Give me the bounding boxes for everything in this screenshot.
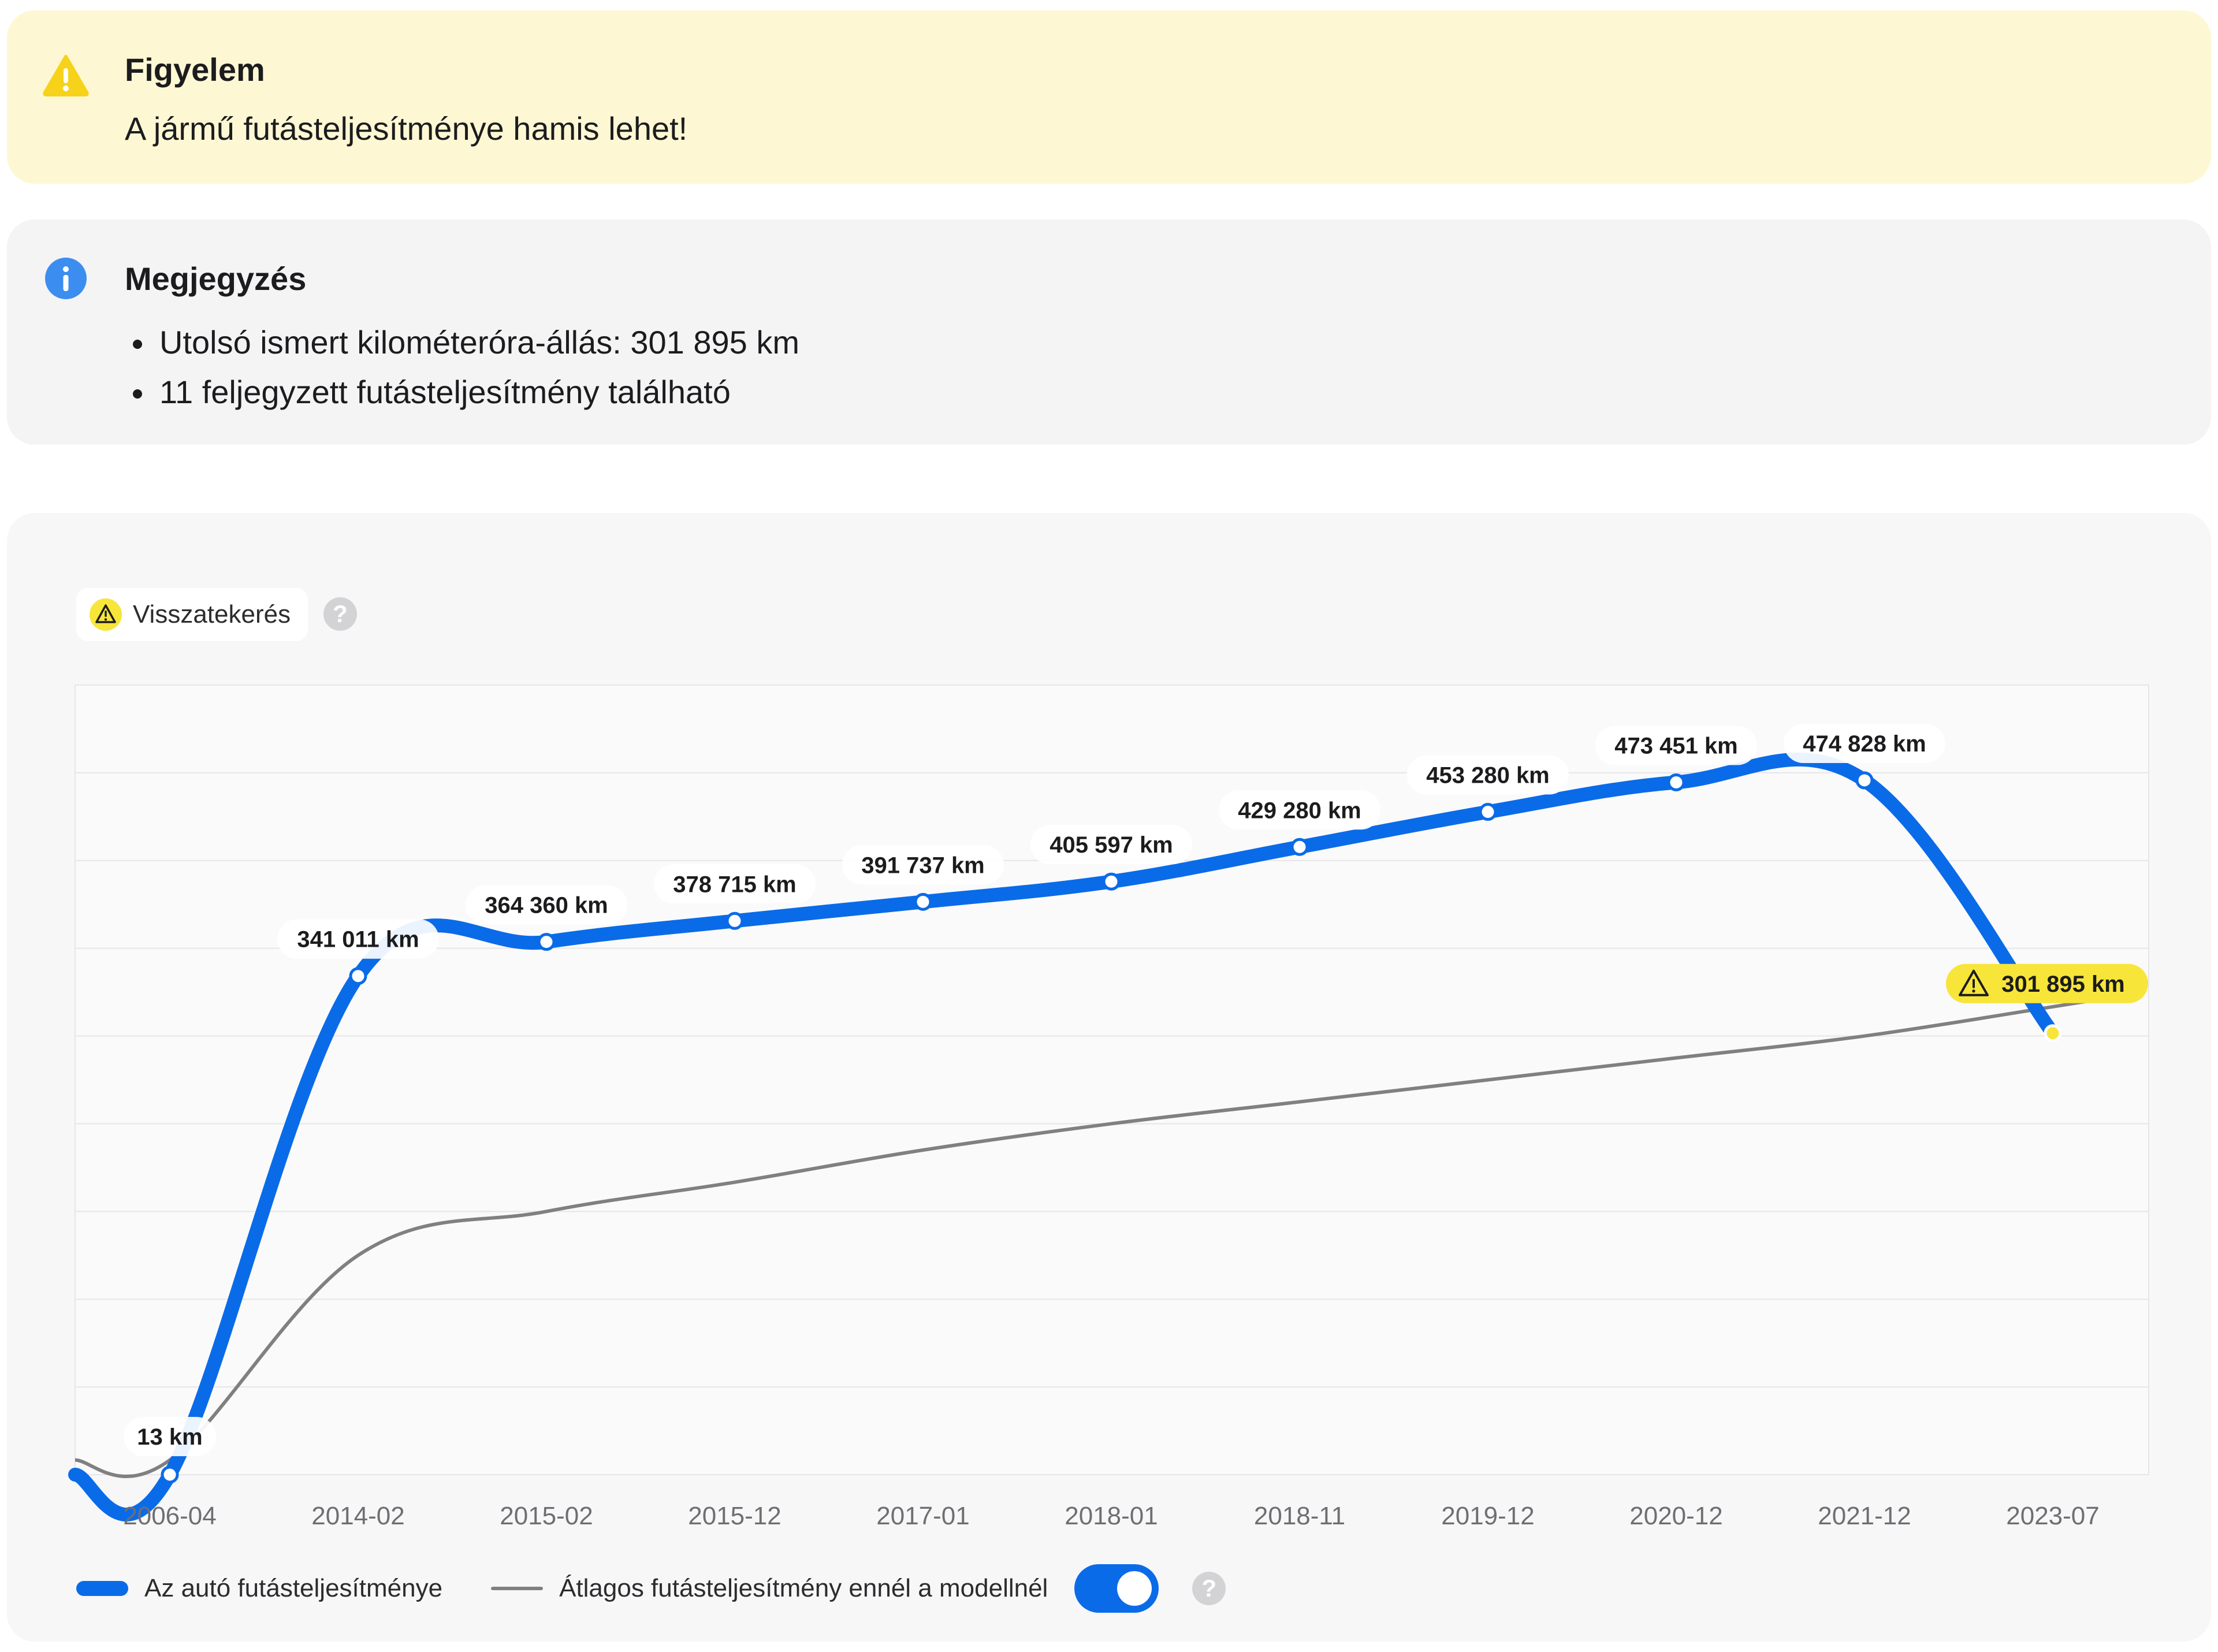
mileage-point <box>161 1465 179 1484</box>
warning-triangle-icon <box>43 55 89 96</box>
mileage-point <box>725 911 744 930</box>
data-label: 364 360 km <box>485 893 608 918</box>
car-mileage-legend-label: Az autó futásteljesítménye <box>144 1574 443 1602</box>
data-label: 473 451 km <box>1614 733 1738 758</box>
note-item-last-odometer: Utolsó ismert kilométeróra-állás: 301 89… <box>125 318 799 367</box>
data-label-bg <box>277 919 439 959</box>
data-label-bg <box>1595 725 1757 765</box>
x-tick-label: 2023-07 <box>2006 1502 2099 1530</box>
x-tick-label: 2017-01 <box>876 1502 969 1530</box>
info-icon <box>45 258 87 299</box>
warning-icon-stroke <box>1973 978 1975 988</box>
rollback-help-icon[interactable]: ? <box>323 597 357 631</box>
data-label: 474 828 km <box>1803 731 1926 757</box>
mileage-point <box>537 933 556 951</box>
data-label-bg <box>1784 723 1945 763</box>
x-tick-label: 2015-02 <box>500 1502 593 1530</box>
data-label-bg <box>1030 825 1192 865</box>
warning-text: A jármű futásteljesítménye hamis lehet! <box>125 110 688 147</box>
warning-title: Figyelem <box>125 51 265 88</box>
mileage-point <box>1855 771 1874 790</box>
x-tick-label: 2014-02 <box>311 1502 404 1530</box>
mileage-point <box>1290 838 1309 856</box>
warning-triangle-icon <box>90 598 122 631</box>
note-item-record-count: 11 feljegyzett futásteljesítmény találha… <box>125 367 799 417</box>
average-mileage-line <box>75 990 2143 1479</box>
car-mileage-line <box>68 752 2060 1521</box>
rollback-badge-label: Visszatekerés <box>133 600 291 628</box>
car-mileage-swatch <box>76 1581 128 1596</box>
mileage-point <box>1667 773 1685 791</box>
data-label: 13 km <box>137 1424 202 1450</box>
data-label-bg <box>124 1416 216 1456</box>
warning-triangle-icon <box>1959 969 1989 996</box>
data-label: 341 011 km <box>297 927 419 952</box>
data-label-bg <box>1407 755 1569 795</box>
data-label: 301 895 km <box>2001 972 2125 997</box>
data-label: 391 737 km <box>861 853 985 878</box>
note-title: Megjegyzés <box>125 261 307 297</box>
mileage-point <box>914 892 932 911</box>
data-label-bg <box>1219 790 1380 830</box>
x-tick-label: 2018-11 <box>1254 1502 1345 1530</box>
x-tick-label: 2021-12 <box>1818 1502 1911 1530</box>
data-label: 453 280 km <box>1426 763 1550 788</box>
mileage-point <box>1102 872 1121 891</box>
note-callout: Megjegyzés Utolsó ismert kilométeróra-ál… <box>7 219 2211 445</box>
warning-icon-dot <box>1972 989 1975 993</box>
chart-legend: Az autó futásteljesítménye Átlagos futás… <box>76 1560 1226 1617</box>
average-mileage-swatch <box>491 1587 544 1590</box>
x-tick-label: 2020-12 <box>1629 1502 1722 1530</box>
average-mileage-toggle[interactable] <box>1074 1564 1159 1613</box>
mileage-point <box>349 967 367 985</box>
legend-help-icon[interactable]: ? <box>1192 1572 1226 1605</box>
rollback-label-bg <box>1946 963 2148 1003</box>
rollback-point <box>2044 1024 2062 1043</box>
data-label-bg <box>654 864 816 904</box>
x-tick-label: 2018-01 <box>1065 1502 1158 1530</box>
average-mileage-legend-label: Átlagos futásteljesítmény ennél a modell… <box>559 1574 1048 1602</box>
x-tick-label: 2019-12 <box>1441 1502 1534 1530</box>
data-label: 378 715 km <box>673 872 797 897</box>
rollback-badge: Visszatekerés <box>76 588 308 641</box>
mileage-point <box>1479 803 1497 821</box>
mileage-line-chart: 13 km 341 011 km 364 360 km 378 715 km 391 7… <box>68 684 2149 1530</box>
note-list: Utolsó ismert kilométeróra-állás: 301 89… <box>125 318 799 417</box>
x-tick-label: 2006-04 <box>123 1502 216 1530</box>
data-label-bg <box>842 845 1004 885</box>
data-label: 405 597 km <box>1050 832 1173 858</box>
plot-area <box>75 684 2149 1475</box>
x-tick-label: 2015-12 <box>688 1502 781 1530</box>
warning-callout: Figyelem A jármű futásteljesítménye hami… <box>7 10 2211 184</box>
data-label-bg <box>466 885 627 925</box>
mileage-chart-card: Visszatekerés ? 13 km 341 011 km 364 360 k… <box>7 513 2211 1642</box>
data-label: 429 280 km <box>1238 798 1361 823</box>
toggle-knob <box>1117 1571 1152 1606</box>
